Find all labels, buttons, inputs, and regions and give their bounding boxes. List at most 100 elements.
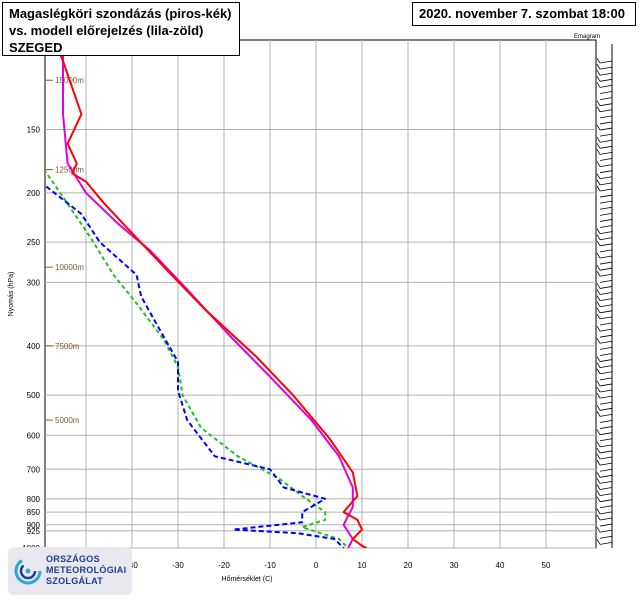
wind-barb [599, 444, 613, 448]
height-label: 5000m [55, 416, 80, 425]
y-axis-label: Nyomás (hPa) [8, 272, 15, 317]
wind-barb-flag [596, 100, 601, 106]
series-line-3 [45, 169, 349, 548]
wind-barb [599, 511, 613, 515]
wind-barb-flag [596, 411, 601, 417]
wind-barb [599, 97, 613, 100]
wind-barb [599, 395, 613, 399]
wind-barb [599, 450, 613, 454]
wind-barb [599, 401, 613, 405]
wind-barb-flag [596, 307, 601, 314]
x-tick-label: 50 [542, 561, 551, 570]
wind-barb-flag [596, 161, 601, 167]
wind-barb [599, 474, 613, 478]
wind-barb-flag [596, 313, 601, 320]
title-box-left: Magaslégköri szondázás (piros-kék) vs. m… [2, 2, 240, 56]
wind-barb-flag [596, 63, 601, 70]
y-tick-label: 500 [27, 391, 41, 400]
wind-barb [599, 212, 613, 216]
wind-barb-flag [596, 386, 601, 393]
wind-barb [599, 365, 613, 369]
wind-barb [599, 188, 613, 192]
y-tick-label: 900 [27, 521, 41, 530]
wind-barb-flag [596, 283, 601, 289]
wind-barb-flag [596, 185, 601, 192]
date-time: 2020. november 7. szombat 18:00 [419, 6, 625, 21]
wind-barb-flag [596, 526, 601, 533]
station-name: SZEGED [9, 40, 63, 55]
wind-barb [599, 499, 613, 503]
wind-barb-flag [596, 429, 601, 435]
logo-text-1: ORSZÁGOS [46, 554, 100, 564]
x-tick-label: 10 [358, 561, 367, 570]
y-tick-label: 300 [27, 278, 41, 287]
wind-barb [599, 72, 613, 76]
wind-barb [599, 493, 613, 496]
wind-barb-flag [596, 82, 601, 88]
wind-barb [599, 371, 613, 375]
wind-barb [599, 170, 613, 174]
series-layer [45, 40, 368, 548]
wind-barb [599, 255, 613, 259]
wind-barb [599, 115, 613, 119]
wind-barb [599, 60, 613, 64]
wind-barb [599, 243, 613, 247]
x-tick-label: 40 [496, 561, 505, 570]
height-label: 7500m [55, 342, 80, 351]
wind-barb [599, 273, 613, 277]
x-tick-label: 30 [450, 561, 459, 570]
wind-barb [599, 78, 613, 82]
wind-barb [599, 420, 613, 423]
height-label: 10000m [55, 263, 84, 272]
wind-barb [599, 505, 613, 509]
wind-barb-flag [596, 490, 601, 496]
wind-barb [599, 219, 613, 222]
wind-barb-flag [596, 106, 601, 112]
chart-title-line-2: vs. modell előrejelzés (lila-zöld) [9, 23, 204, 38]
wind-barb [599, 462, 613, 466]
wind-barb-flag [596, 143, 601, 149]
wind-barb [599, 66, 613, 70]
y-tick-label: 800 [27, 495, 41, 504]
x-tick-label: -20 [218, 561, 230, 570]
x-axis-label: Hőmérséklet (C) [222, 576, 273, 583]
wind-barb-flag [596, 356, 601, 362]
wind-barb [599, 103, 613, 107]
wind-barb [599, 225, 613, 228]
wind-barb-flag [596, 539, 601, 545]
wind-barb-flag [596, 124, 601, 131]
wind-barb [599, 413, 613, 417]
wind-barb-flag [596, 179, 601, 186]
wind-barb [599, 145, 613, 149]
y-tick-label: 150 [27, 125, 41, 134]
wind-barb [599, 164, 613, 167]
wind-barb-flag [596, 173, 601, 179]
wind-barb [599, 91, 613, 94]
wind-barb [599, 194, 613, 198]
wind-barb [599, 121, 613, 125]
wind-barb-flag [596, 228, 601, 234]
wind-barb-flag [596, 289, 601, 295]
wind-barb-flag [596, 508, 601, 515]
wind-barb-flag [596, 149, 601, 155]
wind-barb [599, 535, 613, 539]
wind-barb-flag [596, 70, 601, 76]
wind-barb-flag [596, 325, 601, 332]
wind-barb-flag [596, 478, 601, 484]
logo-text-3: SZOLGÁLAT [46, 576, 104, 586]
wind-barb [599, 432, 613, 436]
wind-profile [596, 44, 613, 548]
wind-barb [599, 334, 613, 338]
x-tick-label: -30 [172, 561, 184, 570]
wind-barb [599, 407, 613, 411]
y-tick-label: 925 [27, 527, 41, 536]
wind-barb-flag [596, 301, 601, 307]
wind-barb [599, 85, 613, 88]
y-tick-label: 700 [27, 465, 41, 474]
wind-barb [599, 231, 613, 235]
wind-barb-flag [596, 338, 601, 344]
wind-barb [599, 389, 613, 393]
wind-barb [599, 267, 613, 271]
series-line-0 [52, 40, 368, 548]
wind-barb [599, 377, 613, 381]
